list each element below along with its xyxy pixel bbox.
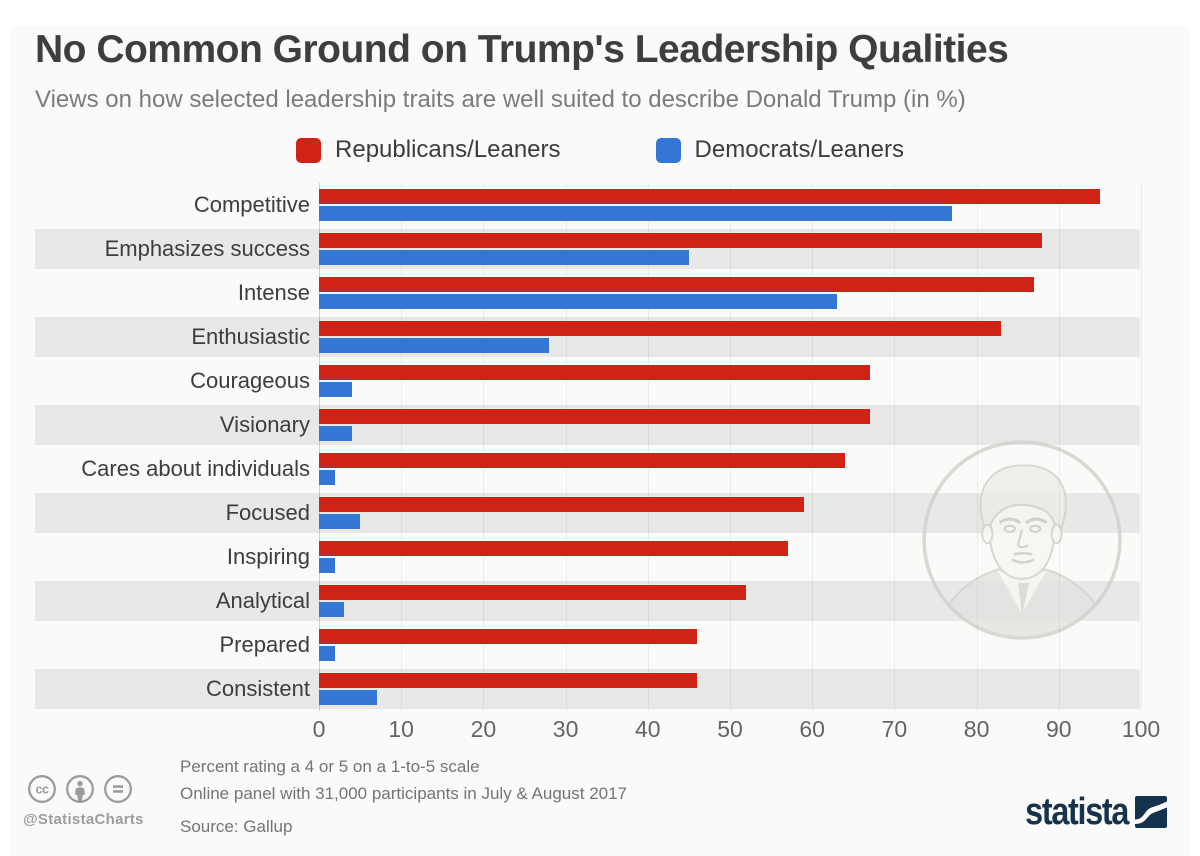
bar-democrats [319, 294, 837, 309]
x-tick-label: 0 [312, 716, 326, 742]
no-derivatives-icon [104, 775, 132, 803]
bar-republicans [319, 585, 747, 600]
category-label: Intense [237, 280, 310, 305]
gridline [1058, 183, 1060, 711]
creative-commons-icons: cc [27, 774, 133, 804]
category-label: Emphasizes success [104, 236, 310, 261]
chart-row: Inspiring [0, 535, 1200, 579]
bar-republicans [319, 453, 846, 468]
statista-charts-handle: @StatistaCharts [23, 811, 144, 828]
bar-republicans [319, 497, 804, 512]
democrats-swatch [655, 137, 681, 163]
category-label: Competitive [193, 192, 310, 217]
legend-item-republicans: Republicans/Leaners [296, 136, 561, 164]
statista-wordmark: statista [1025, 791, 1129, 833]
category-label: Visionary [219, 412, 310, 437]
bar-republicans [319, 277, 1035, 292]
gridline [894, 183, 896, 711]
cc-icon: cc [28, 775, 56, 803]
bar-democrats [319, 338, 550, 353]
category-label: Courageous [190, 368, 310, 393]
svg-text:cc: cc [36, 783, 49, 797]
gridline [812, 183, 814, 711]
gridline [976, 183, 978, 711]
page-subtitle: Views on how selected leadership traits … [35, 86, 966, 113]
bar-republicans [319, 189, 1100, 204]
footnote-rating-scale: Percent rating a 4 or 5 on a 1-to-5 scal… [180, 757, 480, 776]
bar-democrats [319, 382, 352, 397]
source-note: Source: Gallup [180, 817, 293, 836]
legend-label-democrats: Democrats/Leaners [694, 136, 904, 163]
chart-row: Consistent [0, 667, 1200, 711]
bar-democrats [319, 470, 336, 485]
bar-democrats [319, 514, 361, 529]
category-label: Consistent [206, 676, 310, 701]
chart-row: Visionary [0, 403, 1200, 447]
republicans-swatch [296, 137, 322, 163]
legend-label-republicans: Republicans/Leaners [335, 136, 561, 163]
x-tick-label: 80 [963, 716, 990, 742]
x-tick-label: 90 [1046, 716, 1072, 742]
category-label: Prepared [219, 632, 310, 657]
chart-row: Competitive [0, 183, 1200, 227]
x-tick-label: 100 [1121, 716, 1161, 742]
bar-republicans [319, 541, 788, 556]
bar-republicans [319, 365, 870, 380]
footnote-panel: Online panel with 31,000 participants in… [180, 784, 628, 803]
x-tick-label: 50 [717, 716, 743, 742]
gridline [1141, 183, 1142, 711]
chart-rows: Competitive Emphasizes success Intense Enth… [0, 183, 1200, 711]
chart-row: Prepared [0, 623, 1200, 667]
trump-portrait-watermark-icon [922, 440, 1122, 640]
bar-democrats [319, 690, 377, 705]
chart-row: Analytical [0, 579, 1200, 623]
x-tick-label: 20 [470, 716, 497, 742]
category-label: Inspiring [226, 544, 310, 569]
legend: Republicans/Leaners Democrats/Leaners [0, 136, 1200, 164]
bar-democrats [319, 206, 952, 221]
chart-row: Courageous [0, 359, 1200, 403]
x-tick-label: 10 [388, 716, 414, 742]
gridline [730, 183, 731, 711]
chart-row: Cares about individuals [0, 447, 1200, 491]
legend-item-democrats: Democrats/Leaners [655, 136, 904, 164]
bar-democrats [319, 558, 336, 573]
x-tick-label: 60 [799, 716, 825, 742]
bar-republicans [319, 629, 698, 644]
x-tick-label: 40 [635, 716, 661, 742]
category-label: Analytical [215, 588, 310, 613]
bar-democrats [319, 646, 336, 661]
x-axis: 0 10 20 30 40 50 60 70 80 90 100 [0, 711, 1200, 749]
gridline [565, 183, 567, 711]
bar-republicans [319, 233, 1043, 248]
chart-row: Emphasizes success [0, 227, 1200, 271]
gridline [401, 183, 403, 711]
gridline [319, 183, 320, 711]
attribution-person-icon [66, 775, 94, 803]
bar-democrats [319, 602, 344, 617]
gridlines [0, 183, 1200, 711]
x-tick-label: 70 [881, 716, 908, 742]
category-label: Focused [225, 500, 310, 525]
category-label: Cares about individuals [81, 456, 310, 481]
chart-row: Enthusiastic [0, 315, 1200, 359]
bar-democrats [319, 426, 352, 441]
x-tick-label: 30 [552, 716, 579, 742]
statista-logo: statista [1007, 793, 1167, 831]
gridline [647, 183, 649, 711]
bar-republicans [319, 673, 698, 688]
bar-democrats [319, 250, 689, 265]
chart-row: Intense [0, 271, 1200, 315]
bar-republicans [319, 409, 870, 424]
page-title: No Common Ground on Trump's Leadership Q… [35, 28, 1009, 71]
bar-republicans [319, 321, 1002, 336]
statista-logo-mark-icon [1135, 796, 1167, 828]
chart-row: Focused [0, 491, 1200, 535]
gridline [483, 183, 485, 711]
category-label: Enthusiastic [191, 324, 310, 349]
